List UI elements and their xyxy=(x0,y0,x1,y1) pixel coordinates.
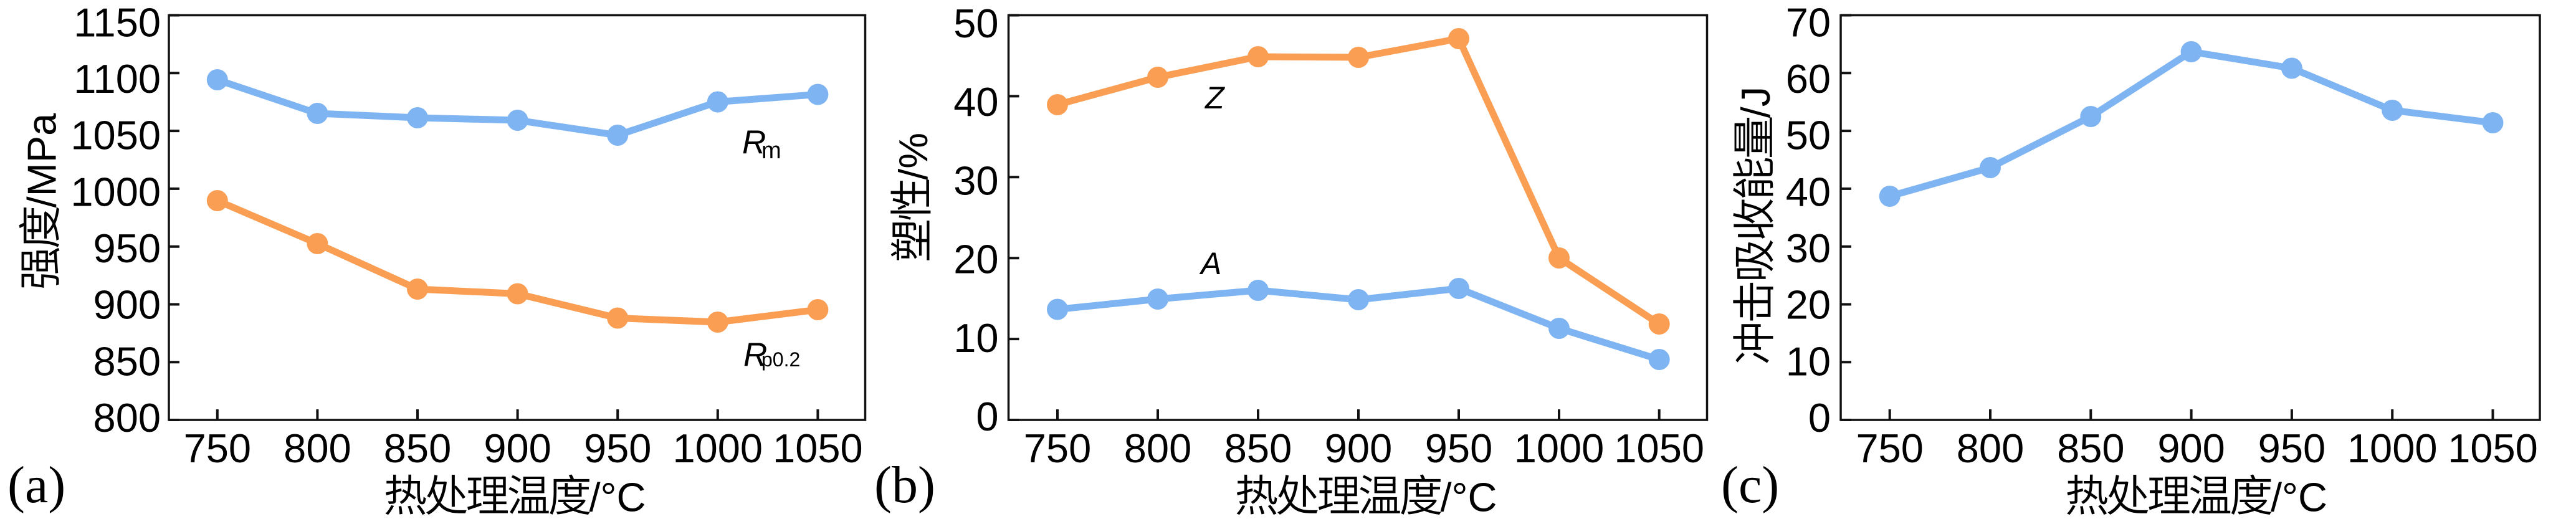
svg-text:40: 40 xyxy=(1786,169,1831,214)
svg-text:0: 0 xyxy=(976,394,998,439)
svg-text:1050: 1050 xyxy=(1614,426,1704,471)
svg-text:50: 50 xyxy=(1786,113,1831,158)
svg-text:0: 0 xyxy=(1808,395,1831,440)
svg-text:850: 850 xyxy=(93,338,161,384)
svg-text:950: 950 xyxy=(2258,426,2326,471)
svg-text:950: 950 xyxy=(1425,426,1492,471)
svg-text:1100: 1100 xyxy=(74,56,161,102)
svg-text:(a): (a) xyxy=(7,456,65,514)
svg-text:/°C: /°C xyxy=(2271,475,2327,519)
svg-text:800: 800 xyxy=(1957,426,2024,471)
svg-text:750: 750 xyxy=(1024,426,1091,471)
svg-text:Z: Z xyxy=(1205,80,1225,115)
svg-text:900: 900 xyxy=(93,282,161,328)
svg-text:900: 900 xyxy=(2157,426,2225,471)
svg-text:950: 950 xyxy=(584,426,651,471)
svg-text:50: 50 xyxy=(953,1,998,46)
svg-text:1000: 1000 xyxy=(2347,426,2438,471)
svg-text:800: 800 xyxy=(1124,426,1191,471)
svg-text:70: 70 xyxy=(1786,0,1831,45)
svg-text:/J: /J xyxy=(1733,87,1778,118)
svg-text:850: 850 xyxy=(384,426,451,471)
svg-text:950: 950 xyxy=(93,226,161,271)
svg-text:p0.2: p0.2 xyxy=(761,348,800,371)
svg-text:900: 900 xyxy=(1325,426,1392,471)
svg-text:800: 800 xyxy=(284,426,351,471)
svg-text:1000: 1000 xyxy=(672,426,763,471)
svg-text:/MPa: /MPa xyxy=(19,113,65,208)
svg-text:R: R xyxy=(742,124,766,161)
svg-text:30: 30 xyxy=(953,158,998,203)
svg-text:10: 10 xyxy=(953,315,998,361)
svg-text:30: 30 xyxy=(1786,226,1831,271)
svg-text:850: 850 xyxy=(1224,426,1292,471)
svg-text:850: 850 xyxy=(2057,426,2124,471)
svg-text:/°C: /°C xyxy=(1441,475,1497,519)
svg-text:10: 10 xyxy=(1786,338,1831,384)
svg-text:900: 900 xyxy=(484,426,551,471)
svg-text:750: 750 xyxy=(184,426,251,471)
svg-text:(b): (b) xyxy=(874,456,935,514)
svg-text:A: A xyxy=(1199,246,1221,281)
svg-text:800: 800 xyxy=(93,395,161,440)
svg-text:R: R xyxy=(743,336,767,373)
svg-text:1050: 1050 xyxy=(773,426,863,471)
svg-text:1050: 1050 xyxy=(2448,426,2538,471)
svg-text:60: 60 xyxy=(1786,56,1831,102)
svg-text:1000: 1000 xyxy=(1514,426,1605,471)
svg-text:1150: 1150 xyxy=(74,0,161,45)
svg-text:1000: 1000 xyxy=(70,169,161,214)
svg-text:20: 20 xyxy=(1786,282,1831,328)
svg-text:40: 40 xyxy=(953,79,998,125)
svg-text:20: 20 xyxy=(953,237,998,282)
svg-text:(c): (c) xyxy=(1721,456,1779,514)
svg-text:/°C: /°C xyxy=(589,475,646,519)
svg-text:750: 750 xyxy=(1856,426,1923,471)
svg-text:1050: 1050 xyxy=(70,113,161,158)
svg-text:m: m xyxy=(761,138,781,164)
svg-text:/%: /% xyxy=(890,133,936,180)
